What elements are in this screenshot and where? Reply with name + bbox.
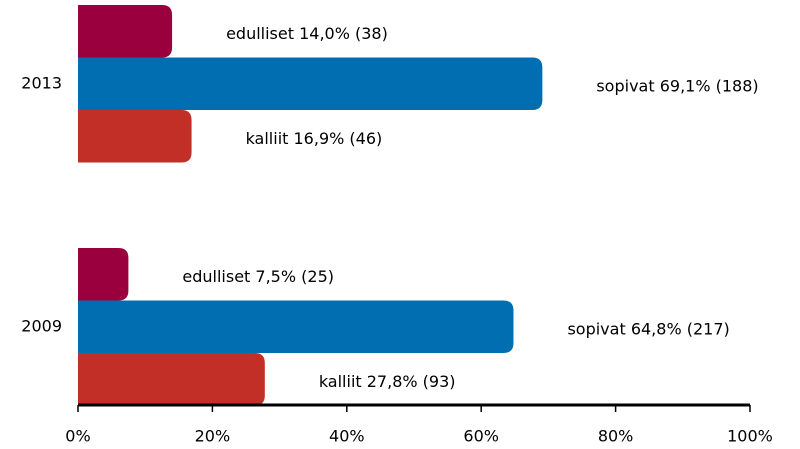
data-label: kalliit 27,8% (93) xyxy=(319,372,456,391)
data-label: sopivat 64,8% (217) xyxy=(567,319,729,338)
category-label: 2013 xyxy=(21,73,62,92)
bar xyxy=(78,110,192,163)
data-label: edulliset 14,0% (38) xyxy=(226,24,388,43)
x-tick-label: 20% xyxy=(195,427,231,446)
bar xyxy=(78,57,543,110)
data-label: kalliit 16,9% (46) xyxy=(246,129,383,148)
bar xyxy=(78,353,265,406)
x-tick-label: 100% xyxy=(727,427,773,446)
bar xyxy=(78,300,514,353)
bar xyxy=(78,5,173,58)
bar xyxy=(78,248,129,301)
x-tick-label: 0% xyxy=(65,427,90,446)
x-tick-label: 80% xyxy=(598,427,634,446)
x-tick-label: 40% xyxy=(329,427,365,446)
x-tick-label: 60% xyxy=(463,427,499,446)
category-label: 2009 xyxy=(21,316,62,335)
data-label: sopivat 69,1% (188) xyxy=(596,76,758,95)
data-label: edulliset 7,5% (25) xyxy=(182,267,334,286)
